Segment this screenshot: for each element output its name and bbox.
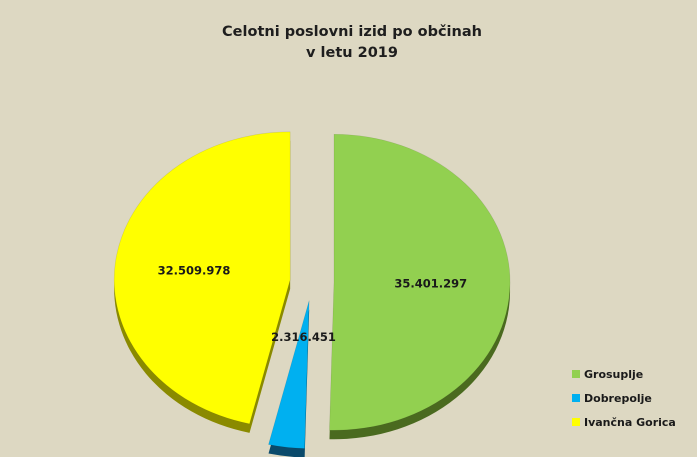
data-label-ivancna-gorica: 32.509.978 — [158, 263, 231, 277]
legend-swatch-ivancna-gorica — [572, 418, 580, 426]
legend-label-grosuplje: Grosuplje — [584, 368, 643, 381]
data-labels: 35.401.297 2.316.451 32.509.978 — [158, 263, 468, 344]
pie-slice-ivancna-gorica — [113, 131, 291, 425]
pie-slice-grosuplje — [329, 133, 511, 431]
pie-slice-dobrepolje — [268, 300, 310, 449]
chart-title: Celotni poslovni izid po občinah — [222, 24, 482, 40]
chart-subtitle: v letu 2019 — [306, 45, 398, 61]
data-label-dobrepolje: 2.316.451 — [271, 330, 336, 344]
data-label-grosuplje: 35.401.297 — [394, 276, 467, 290]
legend: Grosuplje Dobrepolje Ivančna Gorica — [572, 368, 676, 429]
legend-label-dobrepolje: Dobrepolje — [584, 392, 652, 405]
legend-swatch-grosuplje — [572, 370, 580, 378]
pie-slices — [113, 131, 511, 457]
legend-label-ivancna-gorica: Ivančna Gorica — [584, 416, 676, 429]
legend-swatch-dobrepolje — [572, 394, 580, 402]
